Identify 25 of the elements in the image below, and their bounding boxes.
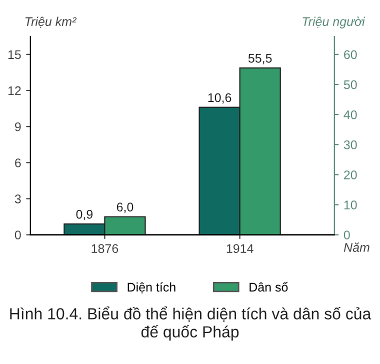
data-label: 6,0	[116, 202, 134, 213]
y-tick-label: 12	[8, 86, 21, 96]
y-axis-title: Triệu km²	[25, 16, 77, 28]
y2-tick-label: 30	[344, 140, 357, 150]
y-tick-label: 0	[14, 230, 21, 240]
y2-tick-label: 40	[344, 110, 357, 120]
y2-axis-title: Triệu người	[302, 16, 366, 28]
y2-tick-label: 50	[344, 80, 357, 90]
y2-tick-label: 20	[344, 170, 357, 180]
y2-tick-label: 60	[344, 50, 357, 60]
x-tick-label: 1914	[226, 244, 254, 253]
legend-label: Diện tích	[128, 282, 176, 294]
text: Hình 10.4. Biểu đồ thể hiện diện tích và dân số của đế quốc Pháp	[10, 306, 372, 341]
y-tick-label: 3	[14, 194, 21, 204]
data-label: 10,6	[208, 93, 232, 104]
y-tick-label: 15	[8, 50, 21, 60]
y2-tick-label: 0	[344, 230, 350, 240]
x-tick-label: 1876	[92, 244, 118, 253]
data-label: 55,5	[248, 54, 272, 64]
y-tick-label: 9	[15, 122, 21, 132]
x-axis-title: Năm	[344, 242, 370, 252]
y-tick-label: 6	[15, 158, 21, 168]
data-label: 0,9	[76, 210, 93, 220]
y2-tick-label: 10	[344, 200, 357, 210]
legend-label: Dân số	[250, 282, 288, 292]
